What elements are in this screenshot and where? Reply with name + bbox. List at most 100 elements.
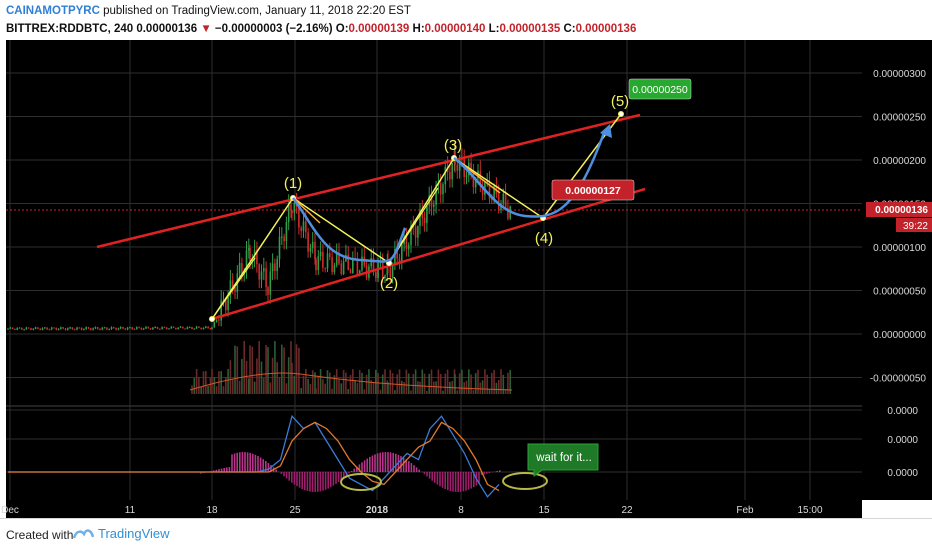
candle-body (194, 329, 196, 330)
candle-body (249, 248, 251, 261)
candle-body (23, 330, 25, 331)
volume-bar (329, 372, 331, 394)
annotation-text: wait for it... (535, 452, 592, 464)
histogram-bar (439, 472, 441, 486)
x-tick-label: 11 (125, 505, 136, 516)
candle-body (274, 263, 276, 271)
histogram-bar (307, 472, 309, 491)
candle-body (145, 327, 147, 329)
histogram-bar (268, 463, 270, 472)
candle-body (152, 328, 154, 330)
volume-bar (417, 381, 419, 394)
histogram-bar (335, 472, 337, 484)
volume-bar (401, 381, 403, 394)
volume-bar (466, 381, 468, 394)
histogram-bar (374, 454, 376, 472)
candle-body (203, 328, 205, 329)
volume-bar (272, 358, 274, 394)
candle-body (10, 327, 12, 328)
volume-bar (366, 375, 368, 394)
candle-body (225, 300, 227, 310)
candle-body (154, 327, 156, 328)
author-link[interactable]: CAINAMOTPYRC (6, 5, 100, 17)
histogram-bar (457, 472, 459, 492)
candle-body (138, 327, 140, 328)
symbol-info-line: BITTREX:RDDBTC, 240 0.00000136 ▼ −0.0000… (6, 20, 926, 38)
y-tick-label: 0.00000300 (873, 69, 926, 80)
volume-bar (274, 341, 276, 394)
candle-body (97, 327, 99, 329)
histogram-bar (424, 472, 426, 474)
price-tag-text: 0.00000250 (632, 84, 688, 96)
histogram-bar (351, 471, 353, 472)
candle-body (322, 252, 324, 268)
price-chart[interactable]: (1)(2)(3)(4)(5)0.000001270.00000250wait … (0, 38, 932, 518)
wave-point (210, 317, 215, 322)
volume-bar (361, 373, 363, 394)
volume-bar (500, 369, 502, 394)
histogram-bar (327, 472, 329, 489)
candle-body (415, 227, 417, 238)
volume-bar (373, 383, 375, 394)
volume-bar (380, 390, 382, 394)
histogram-bar (312, 472, 314, 492)
volume-bar (220, 371, 222, 394)
volume-bar (256, 358, 258, 394)
candle-body (445, 167, 447, 185)
wave-point (619, 112, 624, 117)
volume-bar (291, 363, 293, 394)
candle-body (265, 268, 267, 287)
chart-grid (6, 40, 862, 500)
y-tick-label: 0.00000000 (873, 330, 926, 341)
published-text: published on TradingView.com, January 11… (103, 5, 411, 17)
histogram-bar (452, 472, 454, 492)
candle-body (312, 242, 314, 248)
volume-bar (263, 378, 265, 394)
histogram-bar (496, 471, 498, 472)
candle-body (49, 329, 51, 330)
candle-body (329, 253, 331, 257)
candle-body (159, 329, 161, 330)
tradingview-logo-icon (72, 527, 94, 541)
histogram-bar (314, 472, 316, 492)
volume-bar (246, 361, 248, 394)
volume-bar (225, 377, 227, 394)
candle-body (53, 328, 55, 329)
volume-bar (377, 373, 379, 394)
candle-body (65, 328, 67, 329)
publish-line: CAINAMOTPYRC published on TradingView.co… (6, 2, 926, 20)
volume-bar (283, 347, 285, 394)
candle-body (21, 328, 23, 330)
volume-bar (375, 370, 377, 394)
candle-body (90, 328, 92, 330)
candle-body (42, 328, 44, 330)
histogram-bar (244, 452, 246, 472)
candle-body (99, 329, 101, 330)
x-tick-label: Dec (1, 505, 19, 516)
histogram-bar (379, 453, 381, 472)
volume-bar (207, 386, 209, 394)
volume-bar (347, 389, 349, 394)
histogram-bar (444, 472, 446, 489)
price-tag-text: 0.00000127 (565, 185, 621, 197)
histogram-bar (288, 472, 290, 481)
candle-body (286, 222, 288, 241)
price-axis: 0.000003000.000002500.000002000.00000150… (862, 40, 932, 500)
volume-bar (357, 383, 359, 394)
candle-body (173, 327, 175, 328)
candle-body (239, 263, 241, 273)
candle-body (218, 320, 220, 321)
volume-bar (477, 370, 479, 394)
histogram-bar (231, 454, 233, 472)
candle-body (279, 237, 281, 259)
created-with-text: Created with (6, 528, 73, 542)
histogram-bar (252, 454, 254, 472)
candle-body (150, 328, 152, 329)
ohlc-low-value: 0.00000135 (499, 23, 560, 35)
tradingview-brand[interactable]: TradingView (72, 526, 170, 541)
volume-bar (503, 375, 505, 394)
candle-body (7, 329, 9, 330)
histogram-bar (361, 462, 363, 472)
histogram-bar (499, 470, 501, 472)
ohlc-close-value: 0.00000136 (576, 23, 637, 35)
